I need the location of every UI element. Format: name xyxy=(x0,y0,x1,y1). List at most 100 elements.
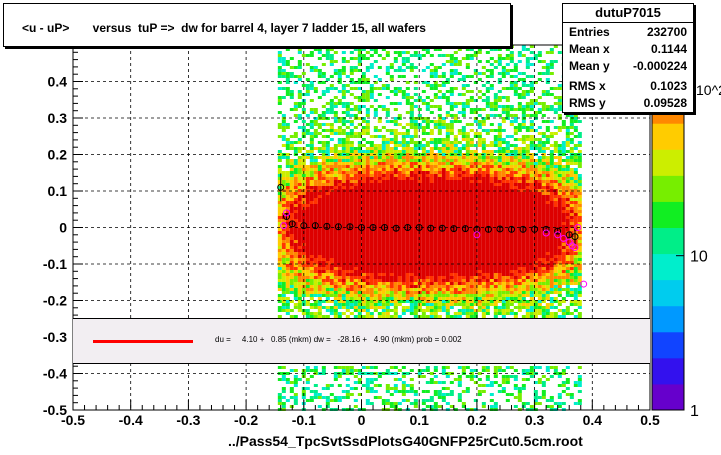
heat-cell xyxy=(405,96,410,99)
heat-cell xyxy=(493,141,498,144)
heat-cell xyxy=(433,213,438,216)
heat-cell xyxy=(397,189,402,192)
heat-cell xyxy=(465,75,470,78)
heat-cell xyxy=(409,252,414,255)
heat-cell xyxy=(469,306,474,309)
heat-cell xyxy=(485,273,490,276)
heat-cell xyxy=(325,210,330,213)
heat-cell xyxy=(517,267,522,270)
heat-cell xyxy=(513,153,518,156)
heat-cell xyxy=(445,237,450,240)
heat-cell xyxy=(333,177,338,180)
heat-cell xyxy=(529,180,534,183)
heat-cell xyxy=(345,261,350,264)
heat-cell xyxy=(357,186,362,189)
heat-cell xyxy=(421,48,426,51)
heat-cell xyxy=(281,270,286,273)
heat-cell xyxy=(505,48,510,51)
heat-cell xyxy=(457,216,462,219)
heat-cell xyxy=(321,216,326,219)
heat-cell xyxy=(453,378,458,381)
heat-cell xyxy=(525,285,530,288)
heat-cell xyxy=(341,255,346,258)
heat-cell xyxy=(457,72,462,75)
heat-cell xyxy=(337,219,342,222)
heat-cell xyxy=(285,213,290,216)
heat-cell xyxy=(441,231,446,234)
heat-cell xyxy=(285,279,290,282)
heat-cell xyxy=(329,57,334,60)
heat-cell xyxy=(501,177,506,180)
heat-cell xyxy=(361,288,366,291)
heat-cell xyxy=(281,306,286,309)
heat-cell xyxy=(409,309,414,312)
heat-cell xyxy=(425,303,430,306)
heat-cell xyxy=(481,141,486,144)
heat-cell xyxy=(409,222,414,225)
heat-cell xyxy=(277,204,282,207)
heat-cell xyxy=(473,132,478,135)
heat-cell xyxy=(313,300,318,303)
heat-cell xyxy=(277,396,282,399)
heat-cell xyxy=(409,195,414,198)
heat-cell xyxy=(337,195,342,198)
heat-cell xyxy=(425,126,430,129)
heat-cell xyxy=(469,57,474,60)
heat-cell xyxy=(493,105,498,108)
heat-cell xyxy=(353,222,358,225)
heat-cell xyxy=(321,231,326,234)
heat-cell xyxy=(405,102,410,105)
heat-cell xyxy=(417,303,422,306)
heat-cell xyxy=(393,129,398,132)
heat-cell xyxy=(305,171,310,174)
heat-cell xyxy=(369,270,374,273)
heat-cell xyxy=(517,174,522,177)
heat-cell xyxy=(413,216,418,219)
heat-cell xyxy=(513,84,518,87)
heat-cell xyxy=(317,69,322,72)
heat-cell xyxy=(409,117,414,120)
heat-cell xyxy=(461,162,466,165)
heat-cell xyxy=(321,123,326,126)
heat-cell xyxy=(473,177,478,180)
heat-cell xyxy=(405,135,410,138)
heat-cell xyxy=(345,210,350,213)
heat-cell xyxy=(501,306,506,309)
heat-cell xyxy=(513,201,518,204)
heat-cell xyxy=(357,210,362,213)
heat-cell xyxy=(413,189,418,192)
heat-cell xyxy=(305,168,310,171)
heat-cell xyxy=(489,162,494,165)
heat-cell xyxy=(417,243,422,246)
heat-cell xyxy=(497,159,502,162)
heat-cell xyxy=(377,147,382,150)
heat-cell xyxy=(293,171,298,174)
heat-cell xyxy=(309,246,314,249)
heat-cell xyxy=(509,84,514,87)
heat-cell xyxy=(521,183,526,186)
heat-cell xyxy=(389,228,394,231)
heat-cell xyxy=(477,243,482,246)
heat-cell xyxy=(385,210,390,213)
heat-cell xyxy=(477,276,482,279)
heat-cell xyxy=(317,297,322,300)
heat-cell xyxy=(305,288,310,291)
heat-cell xyxy=(461,294,466,297)
heat-cell xyxy=(397,258,402,261)
heat-cell xyxy=(373,174,378,177)
heat-cell xyxy=(281,285,286,288)
heat-cell xyxy=(505,108,510,111)
heat-cell xyxy=(453,228,458,231)
heat-cell xyxy=(297,294,302,297)
heat-cell xyxy=(425,282,430,285)
heat-cell xyxy=(349,156,354,159)
heat-cell xyxy=(445,219,450,222)
heat-cell xyxy=(493,189,498,192)
heat-cell xyxy=(305,198,310,201)
heat-cell xyxy=(389,234,394,237)
heat-cell xyxy=(309,276,314,279)
heat-cell xyxy=(357,372,362,375)
heat-cell xyxy=(449,87,454,90)
heat-cell xyxy=(533,183,538,186)
